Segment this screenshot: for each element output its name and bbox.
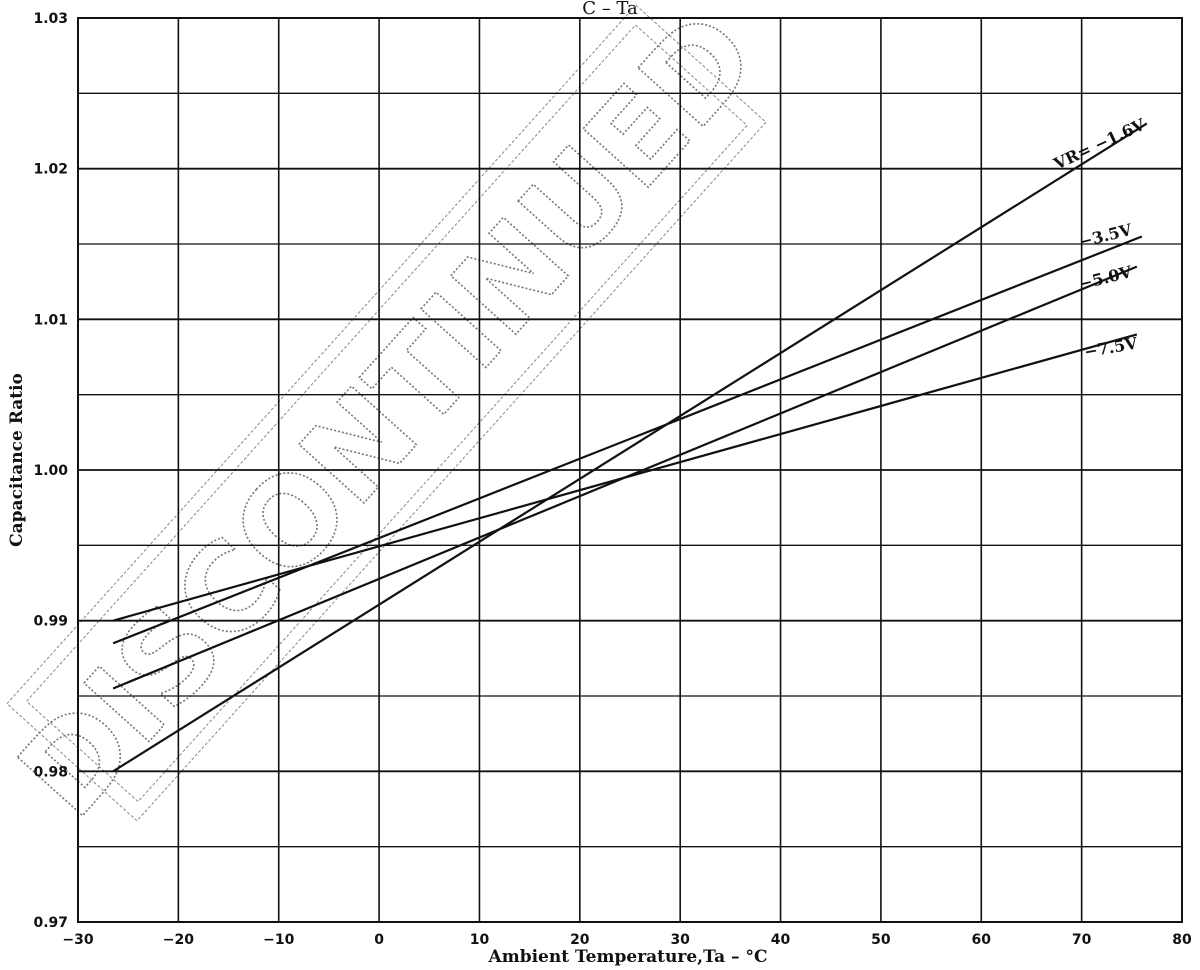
x-tick-label: 60: [972, 932, 992, 948]
series-line: [112, 122, 1148, 773]
y-tick-label: 0.99: [33, 614, 68, 630]
x-tick-label: 30: [670, 932, 690, 948]
y-tick-label: 0.98: [33, 764, 68, 780]
y-tick-label: 0.97: [33, 915, 68, 931]
x-tick-label: 50: [871, 932, 891, 948]
x-tick-label: 40: [771, 932, 791, 948]
series-label: VR= −1.6V: [1050, 115, 1149, 174]
y-tick-label: 1.00: [33, 463, 68, 479]
series-line: [112, 235, 1143, 645]
series-label: −5.0V: [1077, 262, 1134, 294]
x-tick-label: 10: [470, 932, 490, 948]
series-label: −7.5V: [1083, 333, 1140, 361]
y-axis-title: Capacitance Ratio: [7, 373, 27, 547]
x-axis-title: Ambient Temperature,Ta – °C: [488, 947, 768, 967]
grid: [77, 17, 1183, 923]
y-tick-label: 1.03: [33, 11, 68, 27]
series-lines: [112, 122, 1148, 773]
x-tick-label: 0: [374, 932, 384, 948]
x-tick-label: −20: [163, 932, 194, 948]
x-tick-label: 80: [1172, 932, 1192, 948]
series-labels: VR= −1.6V −3.5V −5.0V −7.5V: [1050, 115, 1149, 362]
watermark: DISCONTINUED: [0, 0, 785, 844]
tick-labels: −30 −20 −10 0 10 20 30 40 50 60 70 80 0.97 0.98 0.99 1.…: [33, 11, 1192, 948]
x-tick-label: 20: [570, 932, 590, 948]
x-tick-label: 70: [1072, 932, 1092, 948]
plot-frame: [77, 17, 1183, 923]
x-tick-label: −30: [62, 932, 93, 948]
series-line: [112, 333, 1138, 622]
series-label: −3.5V: [1077, 220, 1134, 252]
y-tick-label: 1.02: [33, 162, 68, 178]
watermark-text: DISCONTINUED: [0, 0, 785, 844]
x-tick-label: −10: [263, 932, 294, 948]
y-tick-label: 1.01: [33, 312, 68, 328]
chart-title: C – Ta: [582, 0, 638, 19]
